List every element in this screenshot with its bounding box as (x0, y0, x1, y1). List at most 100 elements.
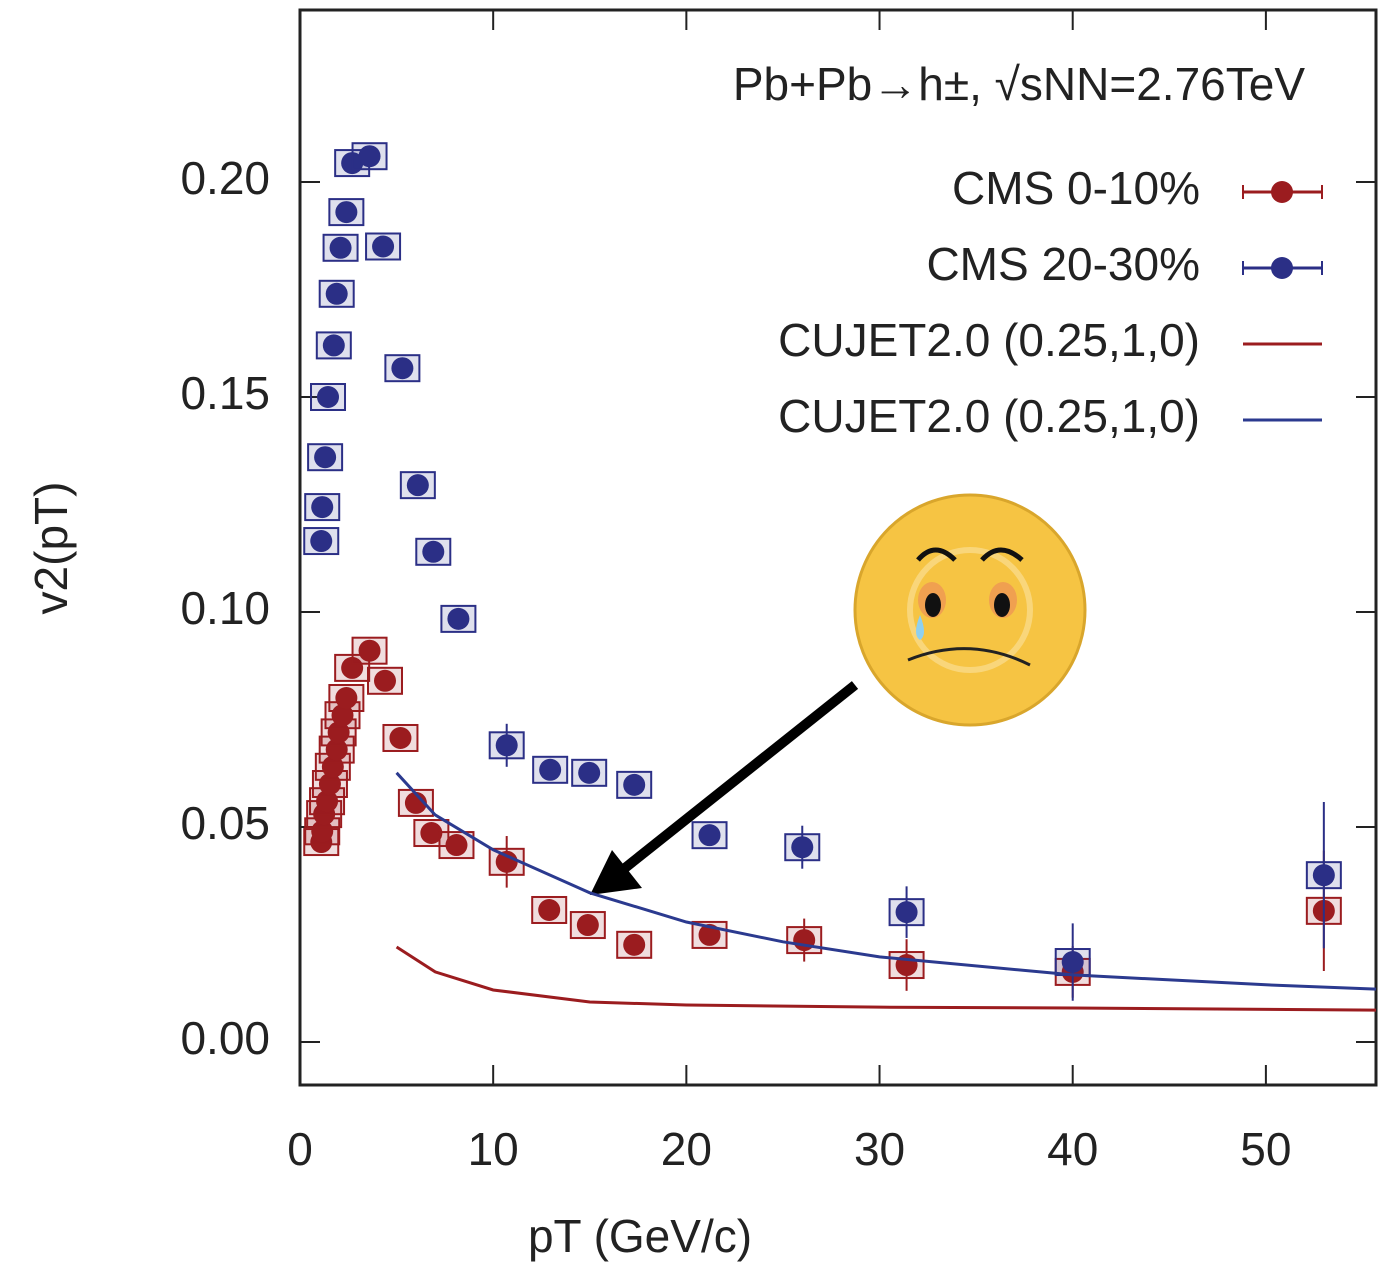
data-point (318, 735, 355, 764)
data-point (415, 537, 452, 566)
marker (325, 282, 348, 305)
plot-frame (298, 8, 1378, 1087)
legend-label: CMS 0-10% (952, 162, 1200, 214)
marker (406, 474, 429, 497)
marker (404, 791, 427, 814)
model-line (395, 771, 1377, 991)
data-point (310, 383, 347, 411)
marker (310, 530, 333, 553)
marker (358, 639, 381, 662)
marker (322, 334, 345, 357)
marker (314, 446, 337, 469)
marker (495, 850, 518, 873)
y-tick-label: 0.20 (180, 152, 270, 204)
marker (420, 822, 443, 845)
marker (317, 386, 340, 408)
data-point (784, 825, 821, 869)
marker (331, 704, 354, 727)
data-point (365, 232, 402, 261)
data-point (328, 684, 365, 712)
data-point (366, 666, 403, 695)
marker (445, 834, 468, 857)
data-point (384, 354, 421, 383)
data-point (888, 939, 925, 991)
marker (391, 357, 414, 380)
x-tick-label: 0 (287, 1123, 313, 1175)
arrow (590, 681, 859, 895)
marker (311, 496, 334, 519)
marker (698, 824, 721, 847)
legend-marker (1271, 257, 1293, 279)
marker (373, 669, 396, 692)
y-tick-label: 0.10 (180, 582, 270, 634)
marker (316, 790, 339, 813)
y-tick-label: 0.15 (180, 367, 270, 419)
x-tick-label: 10 (468, 1123, 519, 1175)
marker (895, 901, 918, 924)
data-point (616, 770, 653, 799)
chart-title: Pb+Pb→h±, √sNN=2.76TeV (733, 58, 1305, 110)
data-point (616, 930, 653, 959)
marker (311, 820, 334, 843)
data-point (304, 817, 341, 846)
marker (372, 235, 395, 258)
data-point (397, 788, 434, 817)
marker (422, 540, 445, 563)
marker (1312, 864, 1335, 887)
marker (325, 738, 348, 761)
data-point (351, 142, 388, 171)
marker (623, 933, 646, 956)
data-point (351, 636, 388, 665)
marker (327, 721, 350, 744)
marker (335, 687, 358, 709)
data-point (569, 911, 606, 940)
marker (1061, 951, 1084, 974)
x-tick-label: 40 (1047, 1123, 1098, 1175)
data-point (382, 723, 419, 752)
data-point (488, 723, 525, 767)
y-tick-label: 0.05 (180, 797, 270, 849)
legend-label: CMS 20-30% (926, 238, 1200, 290)
x-tick-label: 30 (854, 1123, 905, 1175)
x-axis-label: pT (GeV/c) (528, 1210, 752, 1262)
model-line (395, 945, 1377, 1012)
marker (495, 734, 518, 757)
data-point (691, 821, 728, 850)
data-point (440, 604, 477, 633)
legend-marker (1271, 181, 1293, 203)
legend-label: CUJET2.0 (0.25,1,0) (778, 390, 1200, 442)
data-point (318, 279, 355, 308)
data-point (1305, 802, 1342, 949)
y-axis-label: v2(pT) (25, 482, 77, 615)
data-point (786, 918, 823, 962)
marker (578, 761, 601, 784)
marker (329, 236, 352, 259)
data-point (438, 831, 475, 860)
data-point (399, 471, 436, 500)
sad-emoji (853, 493, 1087, 727)
marker (538, 898, 561, 921)
x-tick-label: 50 (1240, 1123, 1291, 1175)
marker (358, 145, 381, 168)
marker (791, 836, 814, 859)
marker (576, 914, 599, 937)
marker (447, 607, 470, 630)
data-point (328, 198, 365, 227)
data-point (531, 895, 568, 924)
legend-label: CUJET2.0 (0.25,1,0) (778, 314, 1200, 366)
data-point (304, 493, 341, 522)
marker (335, 201, 358, 224)
marker (539, 758, 562, 781)
data-point (322, 233, 359, 262)
data-point (307, 443, 344, 472)
marker (321, 755, 344, 778)
marker (389, 726, 412, 749)
x-tick-label: 20 (661, 1123, 712, 1175)
data-point (315, 331, 352, 360)
data-point (1054, 923, 1091, 1001)
data-point (532, 755, 569, 784)
data-point (303, 527, 340, 556)
data-point (888, 886, 925, 938)
